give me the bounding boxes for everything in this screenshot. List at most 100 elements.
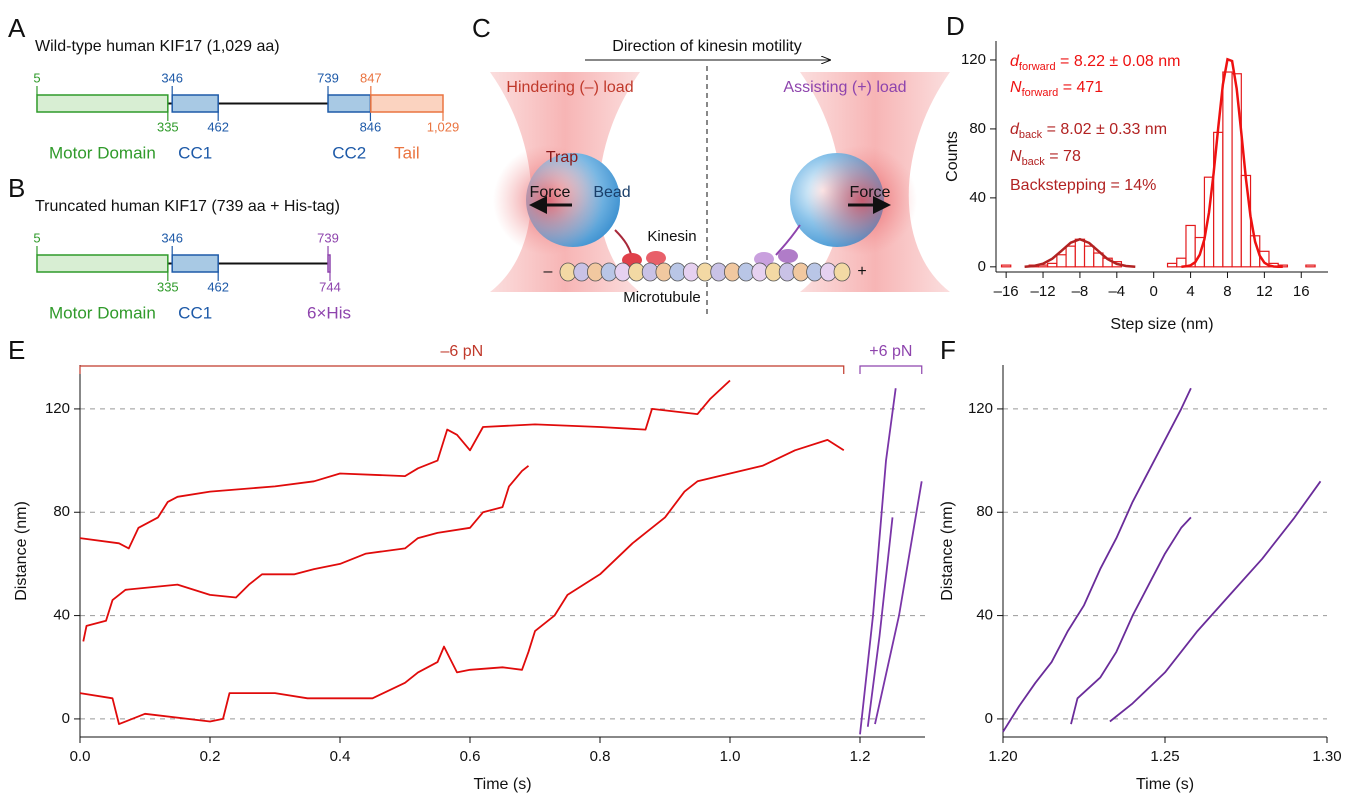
construct-title: Wild-type human KIF17 (1,029 aa) (35, 38, 280, 55)
domain-start-label: 5 (33, 230, 40, 245)
microtubule-label: Microtubule (623, 289, 701, 306)
force-label: Force (530, 184, 571, 201)
kinesin-head (778, 249, 798, 263)
x-tick-label: 16 (1293, 283, 1310, 300)
domain (36, 94, 169, 113)
bracket (79, 365, 845, 374)
x-tick-label: 1.20 (988, 748, 1017, 765)
bar (1305, 264, 1316, 268)
domain-end-label: 335 (157, 279, 179, 294)
domain-name: CC1 (178, 143, 212, 162)
y-axis-title: Distance (nm) (939, 501, 956, 601)
domain (171, 254, 219, 273)
bar (1074, 238, 1086, 268)
assisting-label: Assisting (+) load (783, 79, 906, 96)
trap-focus-left (493, 145, 603, 255)
trap-focus-right (807, 145, 917, 255)
annotation-symbol: N (1010, 79, 1022, 96)
domain-start-label: 739 (317, 230, 339, 245)
domain-name: Motor Domain (49, 303, 156, 322)
x-tick-label: 0 (1150, 283, 1158, 300)
chart: D 0 40 80 120 –16 –12 –8 –4 0 4 8 12 16 Counts Step siz… (944, 11, 1328, 333)
x-tick-label: 1.0 (720, 748, 741, 765)
x-tick-label: 0.0 (70, 748, 91, 765)
domain-name: CC1 (178, 303, 212, 322)
panel-label: A (8, 13, 26, 43)
trap-label: Trap (546, 149, 578, 166)
bar (1056, 254, 1067, 268)
panel-label: C (472, 13, 491, 43)
domain-start-label: 346 (161, 70, 183, 85)
x-tick-label: 0.2 (200, 748, 221, 765)
bar (1000, 264, 1012, 268)
y-axis-title: Distance (nm) (13, 501, 30, 601)
domain-name: Tail (394, 143, 420, 162)
minus-end-label: – (544, 263, 553, 280)
trace (79, 379, 731, 550)
fit-curve (1024, 237, 1136, 268)
domain-start-label: 739 (317, 70, 339, 85)
domain (171, 94, 219, 113)
bracket (859, 365, 923, 374)
construct-title: Truncated human KIF17 (739 aa + His-tag) (35, 198, 340, 215)
trace (859, 388, 897, 735)
annotation-symbol: N (1010, 148, 1022, 165)
annotation-text: = 8.22 ± 0.08 nm (1056, 53, 1181, 70)
panel-c: C Direction of kinesin motility Hinderin… (472, 13, 950, 315)
bar (1231, 73, 1242, 268)
x-axis-title: Time (s) (1136, 776, 1194, 793)
y-tick-label: 80 (53, 503, 70, 520)
trace (874, 481, 923, 725)
trace (1109, 480, 1322, 723)
x-tick-label: –4 (1108, 283, 1125, 300)
annotation-text: = 8.02 ± 0.33 nm (1042, 121, 1167, 138)
annotation-text: = 78 (1045, 148, 1081, 165)
y-tick-label: 0 (62, 710, 70, 727)
trace (79, 439, 845, 725)
panel-label: F (940, 335, 956, 365)
domain-name: 6×His (307, 303, 351, 322)
bar (1047, 262, 1058, 268)
x-tick-label: 1.2 (850, 748, 871, 765)
annotation-subscript: forward (1022, 87, 1059, 99)
trace (1002, 387, 1192, 733)
annotation: Backstepping = 14% (1010, 177, 1156, 194)
tubulin (833, 262, 851, 282)
domain-name: CC2 (332, 143, 366, 162)
y-tick-label: 40 (976, 607, 993, 624)
x-tick-label: –12 (1031, 283, 1056, 300)
annotation: Nforward = 471 (1010, 79, 1103, 99)
plus-end-label: + (857, 263, 866, 280)
trace (1070, 516, 1192, 725)
domain (327, 254, 331, 273)
domain-end-label: 335 (157, 119, 179, 134)
kinesin-label: Kinesin (647, 228, 696, 245)
x-axis-title: Step size (nm) (1110, 316, 1213, 333)
bar (1240, 174, 1252, 268)
bar (1083, 245, 1095, 268)
y-tick-label: 40 (969, 189, 986, 206)
bar (1185, 224, 1196, 268)
x-tick-label: –8 (1072, 283, 1089, 300)
bracket-label: –6 pN (441, 343, 484, 360)
x-tick-label: 1.25 (1150, 748, 1179, 765)
bar (1222, 71, 1233, 268)
domain (36, 254, 169, 273)
x-tick-label: 0.8 (590, 748, 611, 765)
bead-label: Bead (593, 184, 630, 201)
y-tick-label: 120 (45, 400, 70, 417)
trace (82, 465, 530, 642)
x-tick-label: –16 (994, 283, 1019, 300)
panel-label: E (8, 335, 25, 365)
domain-end-label: 1,029 (427, 119, 460, 134)
direction-label: Direction of kinesin motility (612, 38, 801, 55)
x-tick-label: 8 (1223, 283, 1231, 300)
x-tick-label: 12 (1256, 283, 1273, 300)
chart: E 0 40 80 120 0.0 0.2 0.4 0.6 0.8 1.0 1.2 Distance (… (8, 335, 925, 793)
domain-end-label: 462 (207, 279, 229, 294)
bracket-label: +6 pN (869, 343, 912, 360)
domain-name: Motor Domain (49, 143, 156, 162)
kinesin-stalk (775, 224, 801, 256)
